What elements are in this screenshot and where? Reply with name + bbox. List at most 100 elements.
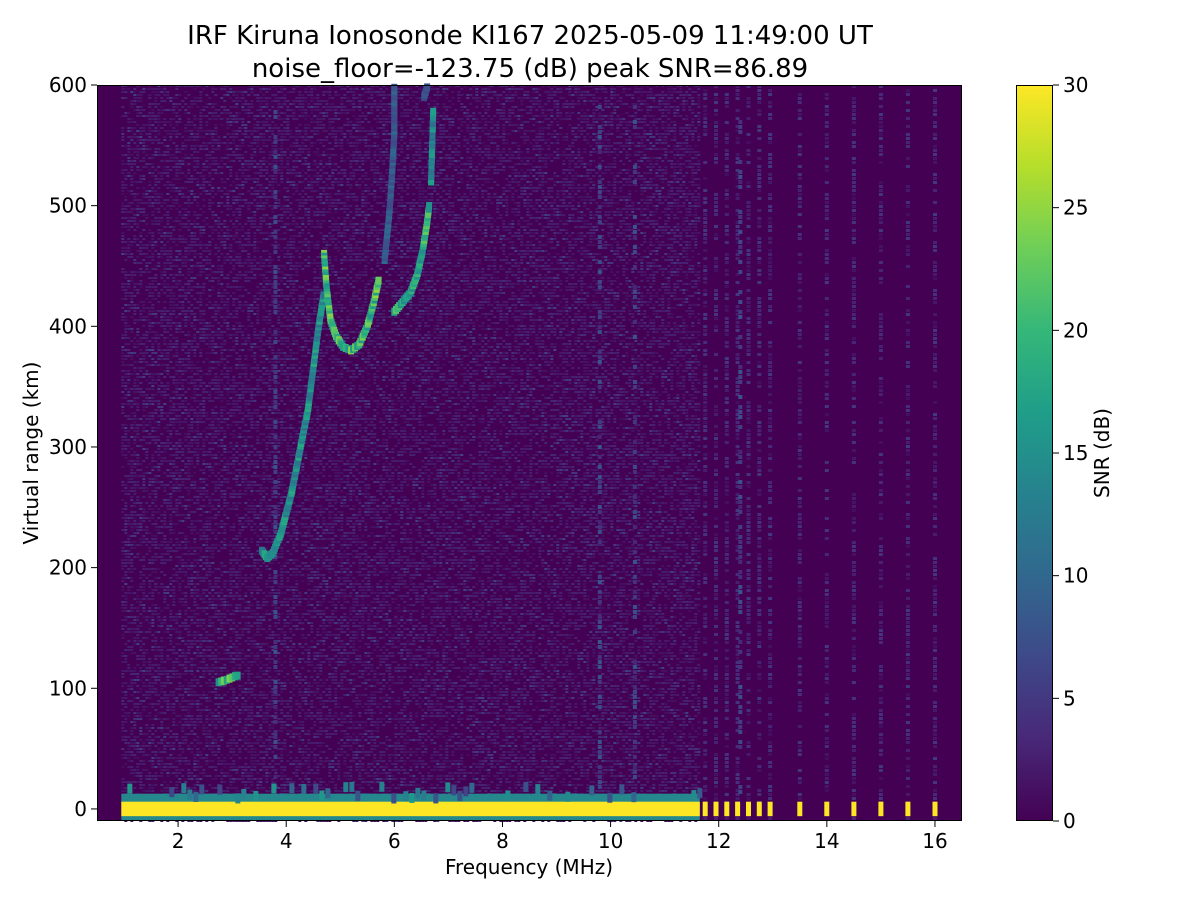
noise-cell (196, 367, 200, 369)
noise-cell (160, 730, 164, 732)
noise-cell (178, 193, 182, 195)
noise-cell (160, 256, 164, 258)
noise-cell (166, 547, 170, 549)
noise-cell (145, 298, 149, 300)
noise-cell (187, 340, 191, 342)
noise-cell (133, 757, 137, 759)
noise-cell (208, 619, 212, 621)
noise-cell (193, 382, 197, 384)
noise-cell (220, 439, 224, 441)
noise-cell (226, 247, 230, 249)
noise-cell (157, 421, 161, 423)
noise-cell (184, 466, 188, 468)
noise-cell (202, 469, 206, 471)
noise-cell (196, 781, 200, 783)
noise-cell (226, 601, 230, 603)
noise-cell (148, 163, 152, 165)
noise-cell (133, 556, 137, 558)
noise-cell (205, 736, 209, 738)
noise-cell (199, 433, 203, 435)
noise-cell (148, 550, 152, 552)
noise-cell (154, 331, 158, 333)
noise-cell (205, 721, 209, 723)
noise-cell (223, 277, 227, 279)
noise-cell (172, 421, 176, 423)
noise-cell (226, 544, 230, 546)
noise-cell (166, 367, 170, 369)
noise-cell (208, 547, 212, 549)
noise-cell (214, 169, 218, 171)
noise-cell (223, 631, 227, 633)
noise-cell (169, 424, 173, 426)
noise-cell (127, 592, 131, 594)
noise-cell (181, 358, 185, 360)
noise-cell (178, 451, 182, 453)
noise-cell (205, 631, 209, 633)
noise-cell (181, 361, 185, 363)
noise-cell (139, 424, 143, 426)
noise-cell (121, 268, 125, 270)
noise-cell (223, 418, 227, 420)
noise-cell (136, 772, 140, 774)
noise-cell (127, 757, 131, 759)
noise-cell (232, 301, 236, 303)
noise-cell (211, 163, 215, 165)
noise-cell (205, 649, 209, 651)
noise-cell (178, 748, 182, 750)
noise-cell (208, 640, 212, 642)
noise-cell (220, 271, 224, 273)
noise-cell (202, 403, 206, 405)
noise-cell (187, 631, 191, 633)
noise-cell (163, 490, 167, 492)
noise-cell (181, 400, 185, 402)
noise-cell (214, 331, 218, 333)
noise-cell (160, 406, 164, 408)
noise-cell (127, 163, 131, 165)
noise-cell (175, 322, 179, 324)
noise-cell (202, 142, 206, 144)
noise-cell (130, 352, 134, 354)
noise-cell (184, 241, 188, 243)
noise-cell (154, 778, 158, 780)
noise-cell (151, 469, 155, 471)
noise-cell (229, 148, 233, 150)
noise-cell (124, 88, 128, 90)
noise-cell (229, 544, 233, 546)
noise-cell (214, 112, 218, 114)
noise-cell (154, 436, 158, 438)
noise-cell (130, 490, 134, 492)
noise-cell (121, 364, 125, 366)
noise-cell (139, 361, 143, 363)
noise-cell (205, 415, 209, 417)
noise-cell (139, 529, 143, 531)
noise-cell (157, 757, 161, 759)
noise-cell (124, 403, 128, 405)
noise-cell (142, 208, 146, 210)
noise-cell (163, 151, 167, 153)
noise-cell (208, 340, 212, 342)
noise-cell (199, 331, 203, 333)
noise-cell (181, 241, 185, 243)
noise-cell (148, 433, 152, 435)
noise-cell (187, 769, 191, 771)
noise-cell (154, 289, 158, 291)
noise-cell (193, 634, 197, 636)
noise-cell (205, 775, 209, 777)
noise-cell (196, 163, 200, 165)
noise-cell (199, 94, 203, 96)
noise-cell (190, 706, 194, 708)
noise-cell (178, 631, 182, 633)
noise-cell (121, 130, 125, 132)
noise-cell (175, 175, 179, 177)
noise-cell (136, 634, 140, 636)
noise-cell (151, 172, 155, 174)
noise-cell (205, 646, 209, 648)
noise-cell (184, 598, 188, 600)
noise-cell (133, 745, 137, 747)
noise-cell (202, 412, 206, 414)
noise-cell (211, 232, 215, 234)
noise-cell (157, 385, 161, 387)
noise-cell (223, 586, 227, 588)
noise-cell (133, 619, 137, 621)
noise-cell (127, 352, 131, 354)
